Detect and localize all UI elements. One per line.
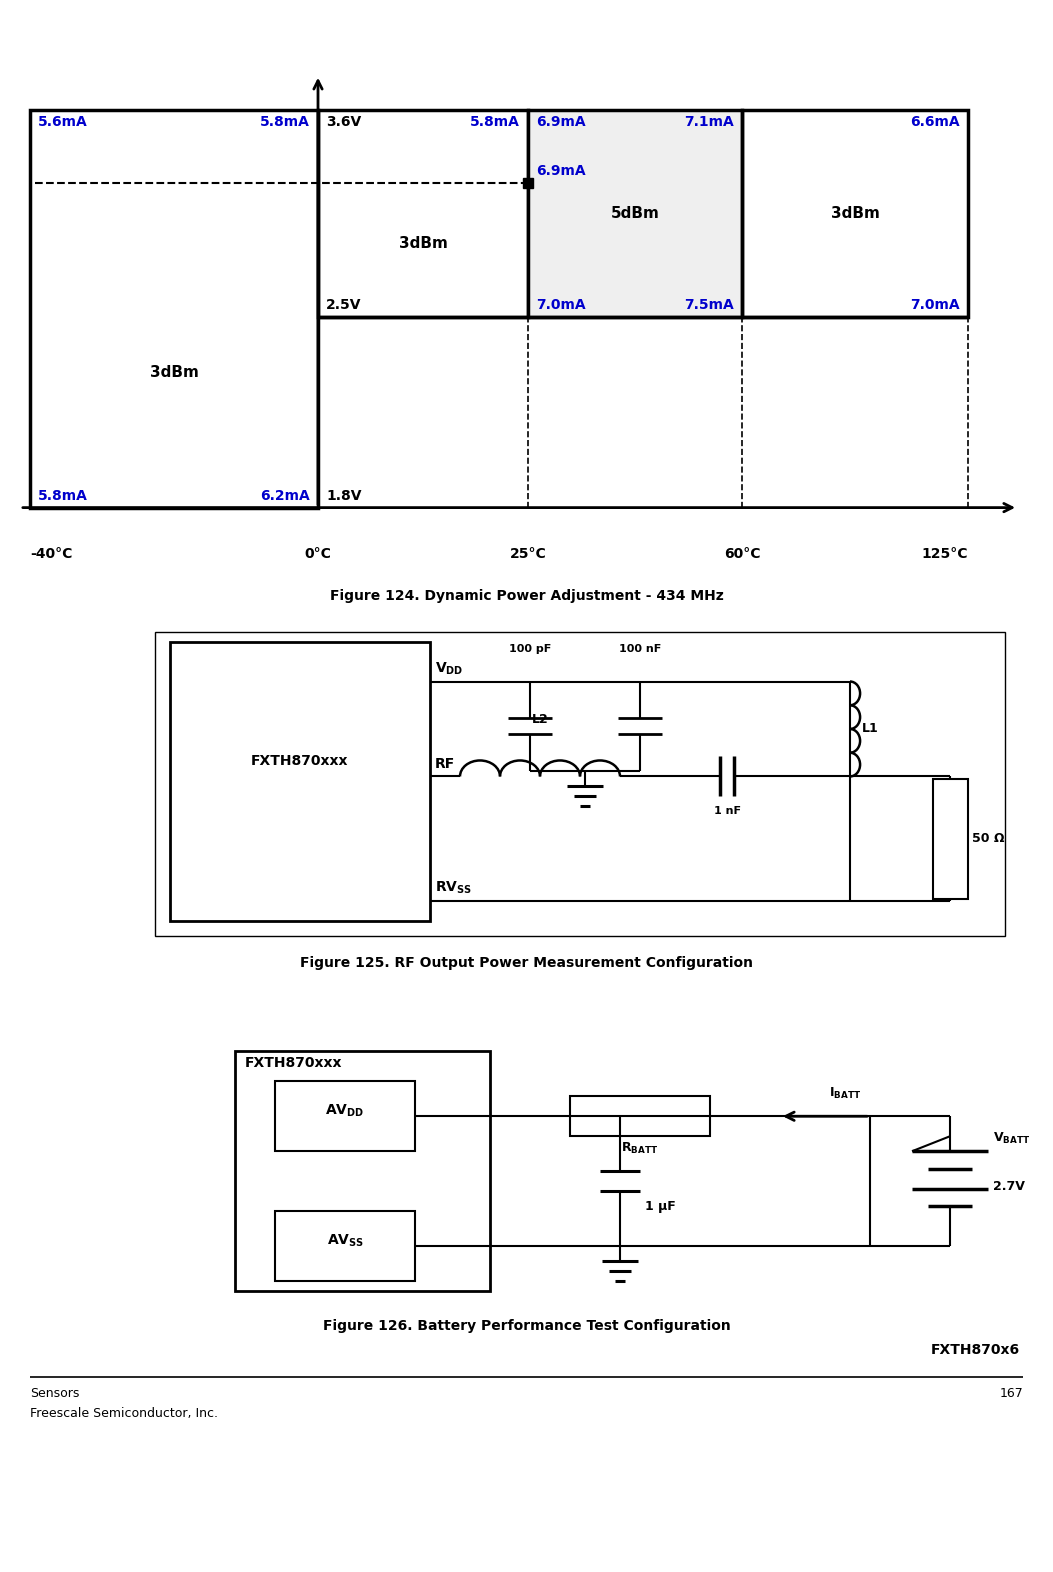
Text: 5.8mA: 5.8mA bbox=[260, 115, 310, 129]
Text: 5.8mA: 5.8mA bbox=[470, 115, 520, 129]
Bar bbox=[742, 110, 968, 316]
Text: $\mathregular{R_{BATT}}$: $\mathregular{R_{BATT}}$ bbox=[621, 1141, 658, 1157]
Text: Figure 126. Battery Performance Test Configuration: Figure 126. Battery Performance Test Con… bbox=[323, 1319, 731, 1333]
Text: 5.6mA: 5.6mA bbox=[38, 115, 87, 129]
Text: 1 μF: 1 μF bbox=[645, 1199, 676, 1212]
Text: 5.8mA: 5.8mA bbox=[38, 489, 87, 503]
Text: 1.8V: 1.8V bbox=[326, 489, 361, 503]
Text: $\mathregular{V_{BATT}}$: $\mathregular{V_{BATT}}$ bbox=[993, 1132, 1030, 1146]
Text: 7.1mA: 7.1mA bbox=[684, 115, 734, 129]
Text: $\mathregular{AV_{DD}}$: $\mathregular{AV_{DD}}$ bbox=[325, 1104, 364, 1119]
Text: $\mathregular{I_{BATT}}$: $\mathregular{I_{BATT}}$ bbox=[829, 1086, 861, 1102]
Text: Figure 125. RF Output Power Measurement Configuration: Figure 125. RF Output Power Measurement … bbox=[300, 956, 754, 970]
Text: 5dBm: 5dBm bbox=[611, 206, 659, 220]
Text: 2.7V: 2.7V bbox=[993, 1179, 1025, 1193]
Text: 100 pF: 100 pF bbox=[509, 643, 551, 654]
Text: 125°C: 125°C bbox=[921, 547, 968, 561]
Text: RF: RF bbox=[435, 758, 455, 772]
Bar bbox=[933, 780, 968, 899]
Text: 167: 167 bbox=[999, 1387, 1024, 1401]
Bar bbox=[318, 110, 528, 316]
Text: 7.0mA: 7.0mA bbox=[536, 297, 585, 311]
Text: FXTH870xxx: FXTH870xxx bbox=[245, 1056, 342, 1071]
Text: -40°C: -40°C bbox=[29, 547, 73, 561]
Bar bbox=[155, 632, 1005, 937]
Bar bbox=[29, 110, 318, 508]
Text: 50 Ω: 50 Ω bbox=[973, 833, 1005, 846]
Text: 3dBm: 3dBm bbox=[150, 365, 198, 380]
Text: $\mathregular{AV_{SS}}$: $\mathregular{AV_{SS}}$ bbox=[326, 1232, 363, 1250]
Text: 7.5mA: 7.5mA bbox=[684, 297, 734, 311]
Text: 2.5V: 2.5V bbox=[326, 297, 361, 311]
Text: 6.9mA: 6.9mA bbox=[536, 115, 585, 129]
Text: 3.6V: 3.6V bbox=[326, 115, 361, 129]
Bar bbox=[275, 1082, 415, 1151]
Text: 6.2mA: 6.2mA bbox=[260, 489, 310, 503]
Bar bbox=[235, 1052, 490, 1291]
Bar bbox=[528, 110, 742, 316]
Text: 1 nF: 1 nF bbox=[714, 806, 740, 816]
Text: 100 nF: 100 nF bbox=[619, 643, 661, 654]
Text: Figure 124. Dynamic Power Adjustment - 434 MHz: Figure 124. Dynamic Power Adjustment - 4… bbox=[331, 588, 723, 602]
Text: FXTH870x6: FXTH870x6 bbox=[948, 19, 1037, 33]
Text: 7.0mA: 7.0mA bbox=[911, 297, 960, 311]
Text: 6.6mA: 6.6mA bbox=[911, 115, 960, 129]
Bar bbox=[170, 641, 430, 921]
Text: FXTH870xxx: FXTH870xxx bbox=[252, 755, 349, 769]
Bar bbox=[570, 1096, 710, 1137]
Text: $\mathregular{RV_{SS}}$: $\mathregular{RV_{SS}}$ bbox=[435, 880, 472, 896]
Text: 3dBm: 3dBm bbox=[399, 236, 448, 252]
Text: 6.9mA: 6.9mA bbox=[536, 165, 585, 178]
Text: 25°C: 25°C bbox=[510, 547, 547, 561]
Text: $\mathregular{V_{DD}}$: $\mathregular{V_{DD}}$ bbox=[435, 660, 463, 676]
Text: L1: L1 bbox=[862, 723, 879, 736]
Text: Freescale Semiconductor, Inc.: Freescale Semiconductor, Inc. bbox=[29, 1407, 218, 1420]
Bar bbox=[275, 1210, 415, 1281]
Text: Sensors: Sensors bbox=[29, 1387, 79, 1401]
Text: FXTH870x6: FXTH870x6 bbox=[931, 1342, 1020, 1357]
Text: 0°C: 0°C bbox=[304, 547, 332, 561]
Text: L2: L2 bbox=[532, 714, 549, 726]
Text: 60°C: 60°C bbox=[723, 547, 760, 561]
Text: 3dBm: 3dBm bbox=[831, 206, 879, 220]
